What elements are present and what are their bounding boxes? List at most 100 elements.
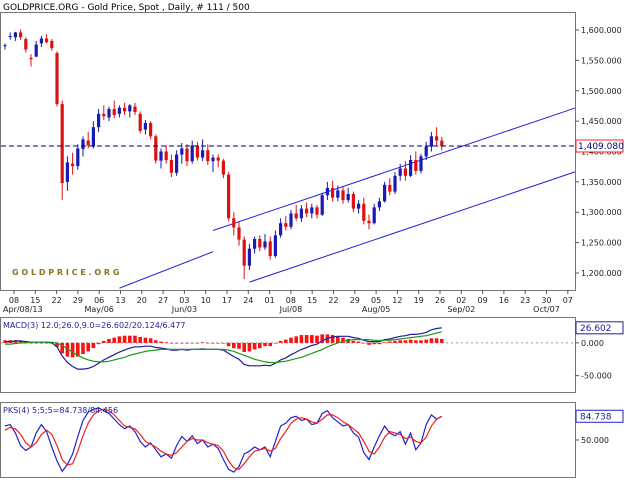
- day-tick-label: 12: [392, 296, 402, 305]
- macd-hist-bar: [294, 336, 298, 343]
- time-axis: 08 15 22 29 06 13 20 27 03 10 17 24 01 08 15 22 29 05 12 19…: [3, 290, 573, 314]
- day-tick-label: 19: [414, 296, 424, 305]
- channel-lower-line: [249, 171, 576, 283]
- candle-body: [112, 108, 116, 116]
- macd-hist-bar: [393, 340, 397, 343]
- pks-value-label: 84.738: [580, 412, 612, 422]
- month-tick-label: Apr/08/13: [3, 305, 43, 314]
- candle-body: [133, 106, 137, 113]
- candle-body: [403, 168, 407, 176]
- candle-body: [13, 32, 17, 38]
- candle-body: [3, 45, 7, 47]
- macd-hist-bar: [154, 340, 158, 343]
- candle-body: [29, 57, 33, 60]
- candle-body: [71, 163, 75, 167]
- candle-body: [377, 201, 381, 208]
- candle-body: [190, 145, 194, 162]
- candle-body: [55, 53, 59, 105]
- candle-body: [128, 105, 132, 112]
- candle-body: [123, 107, 127, 112]
- price-tick-label: 1,450.000: [581, 117, 622, 126]
- chart-title: GOLDPRICE.ORG - Gold Price, Spot , Daily…: [3, 3, 250, 13]
- macd-hist-bar: [86, 342, 90, 352]
- candle-body: [169, 160, 173, 173]
- candle-body: [351, 194, 355, 209]
- macd-hist-bar: [117, 336, 122, 343]
- candle-body: [107, 108, 111, 118]
- day-tick-label: 20: [137, 296, 147, 305]
- macd-hist-bar: [169, 342, 174, 344]
- pks-k-line: [4, 407, 443, 473]
- macd-hist-bar: [424, 339, 428, 343]
- candle-body: [34, 44, 38, 57]
- candle-body: [346, 194, 350, 201]
- month-tick-label: Jul/08: [279, 305, 303, 314]
- macd-hist-bar: [419, 340, 423, 343]
- candle-body: [195, 145, 199, 158]
- candle-body: [164, 151, 168, 161]
- candle-body: [429, 136, 433, 147]
- macd-hist-bar: [268, 342, 272, 347]
- macd-hist-bar: [414, 340, 418, 343]
- candle-body: [102, 113, 106, 117]
- macd-hist-bar: [336, 336, 340, 343]
- candle-body: [149, 122, 153, 137]
- day-tick-label: 05: [371, 296, 381, 305]
- day-tick-label: 10: [201, 296, 211, 305]
- candle-body: [440, 140, 444, 147]
- candle-body: [398, 168, 402, 176]
- month-tick-label: Jun/03: [171, 305, 197, 314]
- macd-hist-bar: [237, 342, 241, 349]
- month-tick-label: Oct/07: [533, 305, 560, 314]
- day-tick-label: 15: [307, 296, 317, 305]
- month-tick-label: Sep/02: [447, 305, 475, 314]
- candle-body: [143, 122, 147, 130]
- macd-hist-bar: [341, 337, 345, 343]
- candle-body: [388, 184, 392, 192]
- macd-hist-bar: [356, 341, 361, 343]
- macd-hist-bar: [377, 342, 382, 345]
- macd-hist-bar: [211, 342, 215, 344]
- candle-body: [279, 223, 283, 236]
- pks-panel-frame: [0, 402, 576, 478]
- candle-body: [232, 218, 236, 228]
- macd-value-badge: [575, 321, 624, 335]
- day-tick-label: 15: [30, 296, 40, 305]
- macd-hist-bar: [122, 335, 127, 343]
- candle-body: [65, 162, 69, 182]
- macd-hist-bar: [102, 340, 106, 343]
- macd-hist-bar: [34, 342, 38, 344]
- candle-body: [253, 238, 257, 249]
- day-tick-label: 02: [456, 296, 466, 305]
- price-tick-label: 1,500.000: [581, 87, 622, 96]
- macd-title: MACD(3) 12.0;26.0,9.0=26.602/20.124/6.47…: [3, 321, 185, 330]
- macd-hist-bar: [164, 342, 168, 343]
- macd-hist-bar: [320, 334, 324, 343]
- candle-body: [336, 190, 340, 198]
- candle-body: [154, 136, 158, 161]
- candle-body: [60, 104, 64, 184]
- candle-body: [211, 157, 215, 162]
- macd-hist-bar: [29, 342, 33, 344]
- day-tick-label: 22: [328, 296, 338, 305]
- macd-line: [5, 327, 442, 370]
- candle-body: [367, 220, 371, 224]
- price-tick-label: 1,250.000: [581, 239, 622, 248]
- trend-channel: [119, 107, 576, 289]
- candle-body: [237, 227, 241, 240]
- macd-hist-bar: [148, 338, 153, 343]
- macd-hist-bar: [388, 341, 392, 343]
- channel-mid-line: [119, 251, 214, 289]
- candle-body: [284, 223, 288, 227]
- day-tick-label: 03: [179, 296, 189, 305]
- day-tick-label: 27: [158, 296, 168, 305]
- price-tick-label: 1,300.000: [581, 208, 622, 217]
- candle-body: [289, 213, 293, 227]
- candle-body: [341, 190, 345, 201]
- macd-hist-bar: [330, 335, 335, 343]
- price-tick-label: 1,200.000: [581, 269, 622, 278]
- candle-body: [138, 113, 142, 131]
- day-tick-label: 08: [9, 296, 19, 305]
- macd-hist-bar: [18, 340, 23, 343]
